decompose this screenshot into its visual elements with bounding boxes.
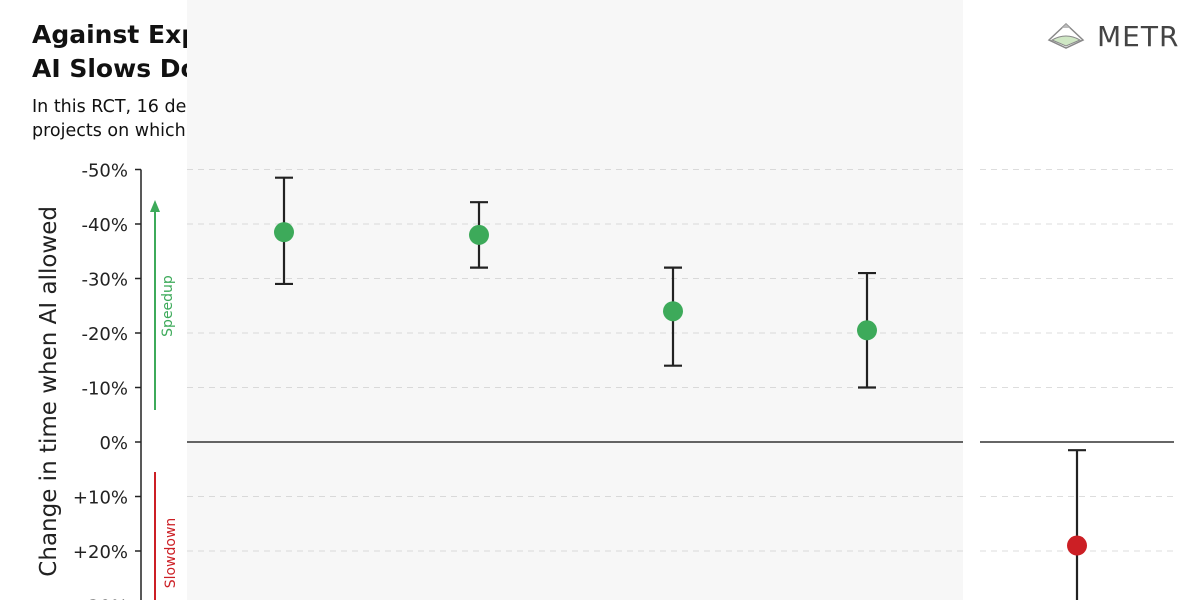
y-tick-label: 0% [99, 433, 128, 454]
forecast-point [469, 224, 489, 245]
metr-logo-text: METR [1097, 20, 1180, 53]
speedup-label: Speedup [160, 275, 176, 337]
y-tick-label: -10% [81, 379, 128, 400]
speedup-arrow-head [150, 200, 160, 212]
y-tick-label: -20% [81, 324, 128, 345]
forecast-point [274, 222, 294, 243]
y-tick-label: +20% [73, 542, 128, 563]
slowdown-label: Slowdown [163, 518, 179, 589]
forecast-point [857, 320, 877, 341]
forecast-panel-background [187, 0, 963, 600]
y-tick-label: +30% [73, 597, 128, 600]
metr-logo: METR [1045, 18, 1195, 54]
y-tick-label: -30% [81, 270, 128, 291]
metr-logo-icon [1047, 22, 1085, 49]
observed-point [1067, 535, 1087, 556]
y-tick-label: -40% [81, 215, 128, 236]
y-axis-label: Change in time when AI allowed [36, 206, 62, 577]
forecast-point [663, 301, 683, 322]
y-tick-label: -50% [81, 161, 128, 182]
y-tick-label: +10% [73, 488, 128, 509]
